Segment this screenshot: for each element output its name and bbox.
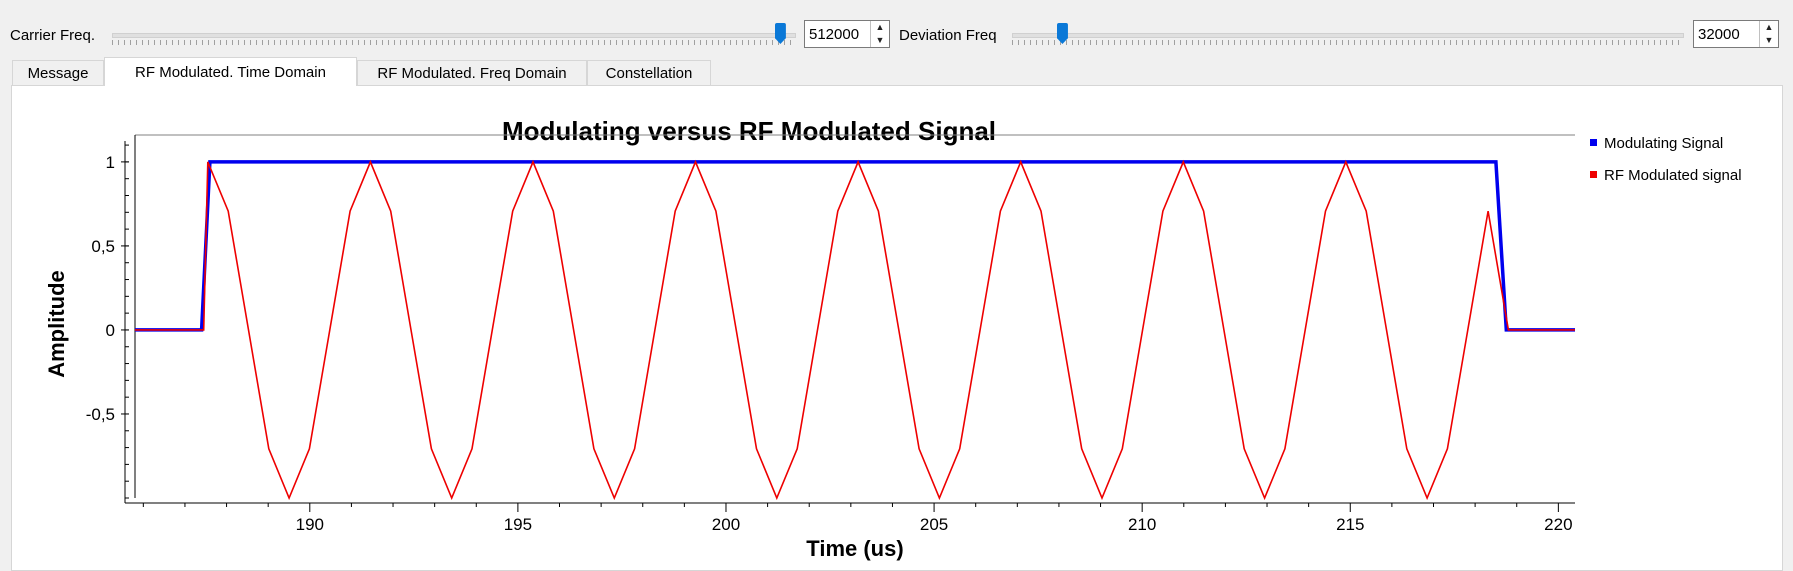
- y-tick-label: 1: [106, 153, 115, 172]
- spin-up-icon[interactable]: ▲: [1764, 22, 1774, 32]
- spin-down-icon[interactable]: ▼: [1764, 35, 1774, 45]
- spin-down-icon[interactable]: ▼: [875, 35, 885, 45]
- time-domain-chart: Modulating versus RF Modulated Signal Am…: [44, 116, 1742, 561]
- carrier-freq-label: Carrier Freq.: [10, 27, 96, 44]
- modulating-signal-line: [135, 160, 1575, 332]
- slider-handle[interactable]: [774, 23, 786, 44]
- deviation-freq-slider[interactable]: [1012, 23, 1684, 47]
- x-tick-label: 215: [1336, 515, 1364, 534]
- carrier-freq-value[interactable]: 512000: [809, 26, 860, 43]
- tab-message[interactable]: Message: [12, 60, 104, 85]
- plot-panel: Modulating versus RF Modulated Signal Am…: [11, 85, 1783, 571]
- x-tick-label: 210: [1128, 515, 1156, 534]
- y-tick-label: 0,5: [91, 237, 115, 256]
- legend-label: RF Modulated signal: [1604, 167, 1742, 184]
- slider-groove: [112, 33, 796, 38]
- chart-title: Modulating versus RF Modulated Signal: [502, 116, 996, 146]
- rf-modulated-signal-line: [135, 159, 1575, 501]
- deviation-freq-value[interactable]: 32000: [1698, 26, 1740, 43]
- carrier-freq-stepper[interactable]: ▲ ▼: [870, 21, 889, 47]
- slider-ticks: [112, 40, 796, 45]
- legend-marker: [1590, 139, 1597, 146]
- x-tick-label: 200: [712, 515, 740, 534]
- spin-up-icon[interactable]: ▲: [875, 22, 885, 32]
- legend: Modulating Signal RF Modulated signal: [1590, 135, 1742, 184]
- slider-ticks: [1012, 40, 1684, 45]
- x-tick-label: 190: [296, 515, 324, 534]
- slider-groove: [1012, 33, 1684, 38]
- x-tick-label: 220: [1544, 515, 1572, 534]
- tab-rf-time-domain[interactable]: RF Modulated. Time Domain: [104, 57, 357, 86]
- y-tick-label: -0,5: [86, 405, 115, 424]
- tab-rf-freq-domain[interactable]: RF Modulated. Freq Domain: [357, 60, 587, 85]
- legend-marker: [1590, 171, 1597, 178]
- slider-handle[interactable]: [1056, 23, 1068, 44]
- x-axis-label: Time (us): [806, 536, 903, 561]
- x-tick-label: 195: [504, 515, 532, 534]
- legend-label: Modulating Signal: [1604, 135, 1723, 152]
- deviation-freq-stepper[interactable]: ▲ ▼: [1759, 21, 1778, 47]
- carrier-freq-slider[interactable]: [112, 23, 796, 47]
- carrier-freq-spinbox[interactable]: 512000 ▲ ▼: [804, 20, 890, 48]
- tab-constellation[interactable]: Constellation: [587, 60, 711, 85]
- deviation-freq-spinbox[interactable]: 32000 ▲ ▼: [1693, 20, 1779, 48]
- x-tick-label: 205: [920, 515, 948, 534]
- series-layer: [135, 159, 1575, 501]
- axes: 1 0,5 0 -0,5 190 195 200 205 210 215 220: [86, 134, 1575, 534]
- deviation-freq-label: Deviation Freq: [899, 27, 997, 44]
- y-axis-label: Amplitude: [44, 270, 69, 378]
- y-tick-label: 0: [106, 321, 115, 340]
